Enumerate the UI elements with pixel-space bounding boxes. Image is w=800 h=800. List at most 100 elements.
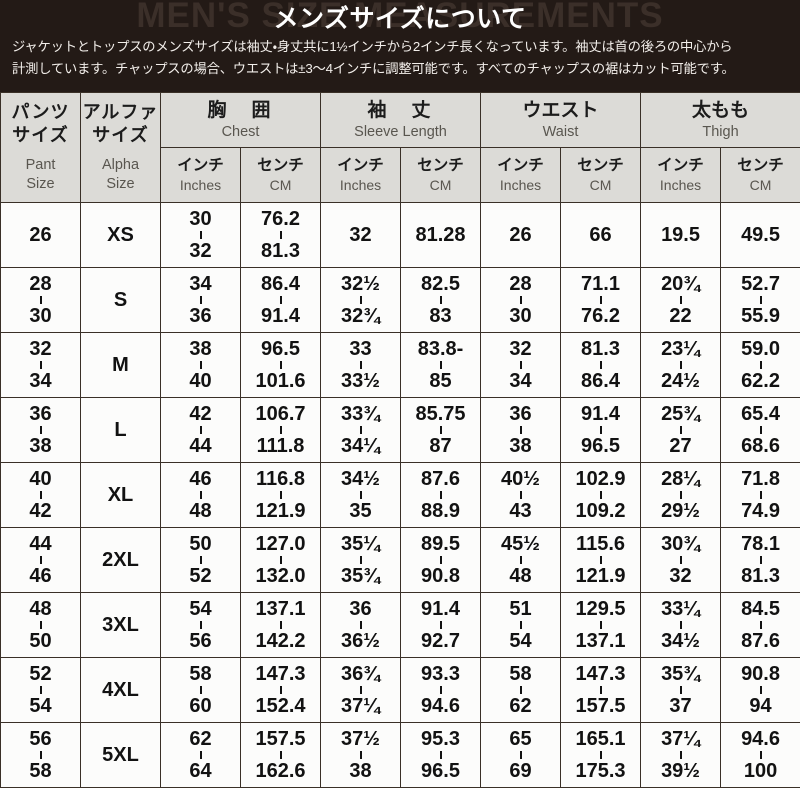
unit-en: Inches bbox=[499, 177, 542, 193]
cell-waist-cm: 102.9 109.2 bbox=[560, 462, 642, 528]
value-top: 91.4 bbox=[421, 598, 460, 620]
value-top: 52.7 bbox=[741, 273, 780, 295]
thigh-en-label: Thigh bbox=[702, 123, 739, 140]
value-top: 115.6 bbox=[576, 533, 625, 555]
range-separator bbox=[519, 686, 522, 694]
range-separator bbox=[199, 231, 202, 239]
cell-sleeve-inches: 34½ 35 bbox=[320, 462, 402, 528]
cell-waist-cm: 81.3 86.4 bbox=[560, 332, 642, 398]
value-top: 58 bbox=[509, 663, 532, 685]
cell-waist-inches: 28 30 bbox=[480, 267, 562, 333]
unit-jp: センチ bbox=[737, 157, 784, 174]
cell-waist-cm: 66 bbox=[560, 202, 642, 268]
cell-sleeve-inches: 33¾ 34¼ bbox=[320, 397, 402, 463]
range-separator bbox=[439, 621, 442, 629]
cell-sleeve-inches: 33 33½ bbox=[320, 332, 402, 398]
range-separator bbox=[679, 556, 682, 564]
cell-pant-size: 56 58 bbox=[0, 722, 81, 788]
cell-thigh-inches: 35¾ 37 bbox=[640, 657, 722, 723]
range-separator bbox=[199, 361, 202, 369]
value-top: 36 bbox=[29, 403, 52, 425]
value-bottom: 91.4 bbox=[261, 305, 300, 327]
value-bottom: 152.4 bbox=[255, 695, 306, 717]
cell-thigh-cm: 78.1 81.3 bbox=[720, 527, 800, 593]
value: 81.28 bbox=[415, 224, 466, 246]
thigh-jp-label: 太もも bbox=[692, 99, 750, 121]
value-bottom: 76.2 bbox=[581, 305, 620, 327]
range-separator bbox=[199, 621, 202, 629]
range-separator bbox=[599, 296, 602, 304]
range-separator bbox=[519, 621, 522, 629]
cell-chest-inches: 30 32 bbox=[160, 202, 241, 268]
value: 66 bbox=[589, 224, 612, 246]
range-separator bbox=[679, 751, 682, 759]
value-top: 51 bbox=[509, 598, 532, 620]
value-bottom: 44 bbox=[189, 435, 212, 457]
value-top: 33¼ bbox=[661, 598, 700, 620]
watermark-text: MEN'S SIZE MEASUREMENTS bbox=[136, 0, 664, 35]
value-top: 127.0 bbox=[255, 533, 306, 555]
chest-jp-label: 胸 囲 bbox=[207, 99, 274, 121]
range-separator bbox=[199, 686, 202, 694]
value-bottom: 32 bbox=[189, 240, 212, 262]
cell-alpha-size: S bbox=[80, 267, 161, 333]
unit-jp: センチ bbox=[577, 157, 624, 174]
range-separator bbox=[199, 296, 202, 304]
value-bottom: 32 bbox=[669, 565, 692, 587]
unit-jp: インチ bbox=[497, 157, 544, 174]
value-top: 71.8 bbox=[741, 468, 780, 490]
value-top: 35¼ bbox=[341, 533, 380, 555]
cell-sleeve-inches: 37½ 38 bbox=[320, 722, 402, 788]
cell-waist-cm: 91.4 96.5 bbox=[560, 397, 642, 463]
value-top: 94.6 bbox=[741, 728, 780, 750]
unit-jp: インチ bbox=[657, 157, 704, 174]
cell-thigh-cm: 65.4 68.6 bbox=[720, 397, 800, 463]
alpha-size-jp-line2: サイズ bbox=[92, 125, 149, 145]
value-top: 129.5 bbox=[575, 598, 626, 620]
value: 32 bbox=[349, 224, 372, 246]
value-top: 62 bbox=[189, 728, 212, 750]
cell-sleeve-cm: 82.5 83 bbox=[400, 267, 482, 333]
value-top: 82.5 bbox=[421, 273, 460, 295]
cell-chest-cm: 106.7 111.8 bbox=[239, 397, 322, 463]
cell-thigh-cm: 71.8 74.9 bbox=[720, 462, 800, 528]
cell-waist-cm: 147.3 157.5 bbox=[560, 657, 642, 723]
pant-size-jp-line2: サイズ bbox=[12, 125, 69, 145]
cell-thigh-cm: 94.6 100 bbox=[720, 722, 800, 788]
cell-thigh-cm: 84.5 87.6 bbox=[720, 592, 800, 658]
sleeve-en-label: Sleeve Length bbox=[354, 123, 447, 140]
value-bottom: 56 bbox=[189, 630, 212, 652]
value-top: 65.4 bbox=[741, 403, 780, 425]
value-bottom: 34 bbox=[509, 370, 532, 392]
waist-jp-label: ウエスト bbox=[522, 99, 599, 121]
value-top: 147.3 bbox=[575, 663, 626, 685]
value-bottom: 121.9 bbox=[575, 565, 626, 587]
unit-header-sleeve-cm: センチ CM bbox=[400, 147, 482, 203]
value-bottom: 94 bbox=[749, 695, 772, 717]
unit-header-thigh-inches: インチ Inches bbox=[640, 147, 722, 203]
value-top: 71.1 bbox=[581, 273, 620, 295]
value-bottom: 58 bbox=[29, 760, 52, 782]
value-bottom: 162.6 bbox=[255, 760, 306, 782]
value-bottom: 137.1 bbox=[575, 630, 626, 652]
value-top: 81.3 bbox=[581, 338, 620, 360]
range-separator bbox=[359, 621, 362, 629]
unit-en: Inches bbox=[339, 177, 382, 193]
cell-sleeve-cm: 83.8- 85 bbox=[400, 332, 482, 398]
value-top: 147.3 bbox=[255, 663, 306, 685]
cell-thigh-inches: 33¼ 34½ bbox=[640, 592, 722, 658]
value-bottom: 30 bbox=[509, 305, 532, 327]
cell-chest-cm: 147.3 152.4 bbox=[239, 657, 322, 723]
range-separator bbox=[199, 491, 202, 499]
value-top: 34½ bbox=[341, 468, 380, 490]
range-separator bbox=[679, 686, 682, 694]
value-bottom: 81.3 bbox=[261, 240, 300, 262]
range-separator bbox=[279, 491, 282, 499]
cell-pant-size: 26 bbox=[0, 202, 81, 268]
table-row: 36 38 L 42 44 106.7 111.8 33¾ 34¼ 85.75 87 36 38 91.4… bbox=[0, 397, 800, 463]
value-top: 54 bbox=[189, 598, 212, 620]
cell-sleeve-cm: 81.28 bbox=[400, 202, 482, 268]
value: 49.5 bbox=[741, 224, 780, 246]
range-separator bbox=[359, 296, 362, 304]
table-body: 26 XS 30 32 76.2 81.3 32 81.28 26 66 19.5 49.5 28 30 S… bbox=[0, 202, 800, 788]
